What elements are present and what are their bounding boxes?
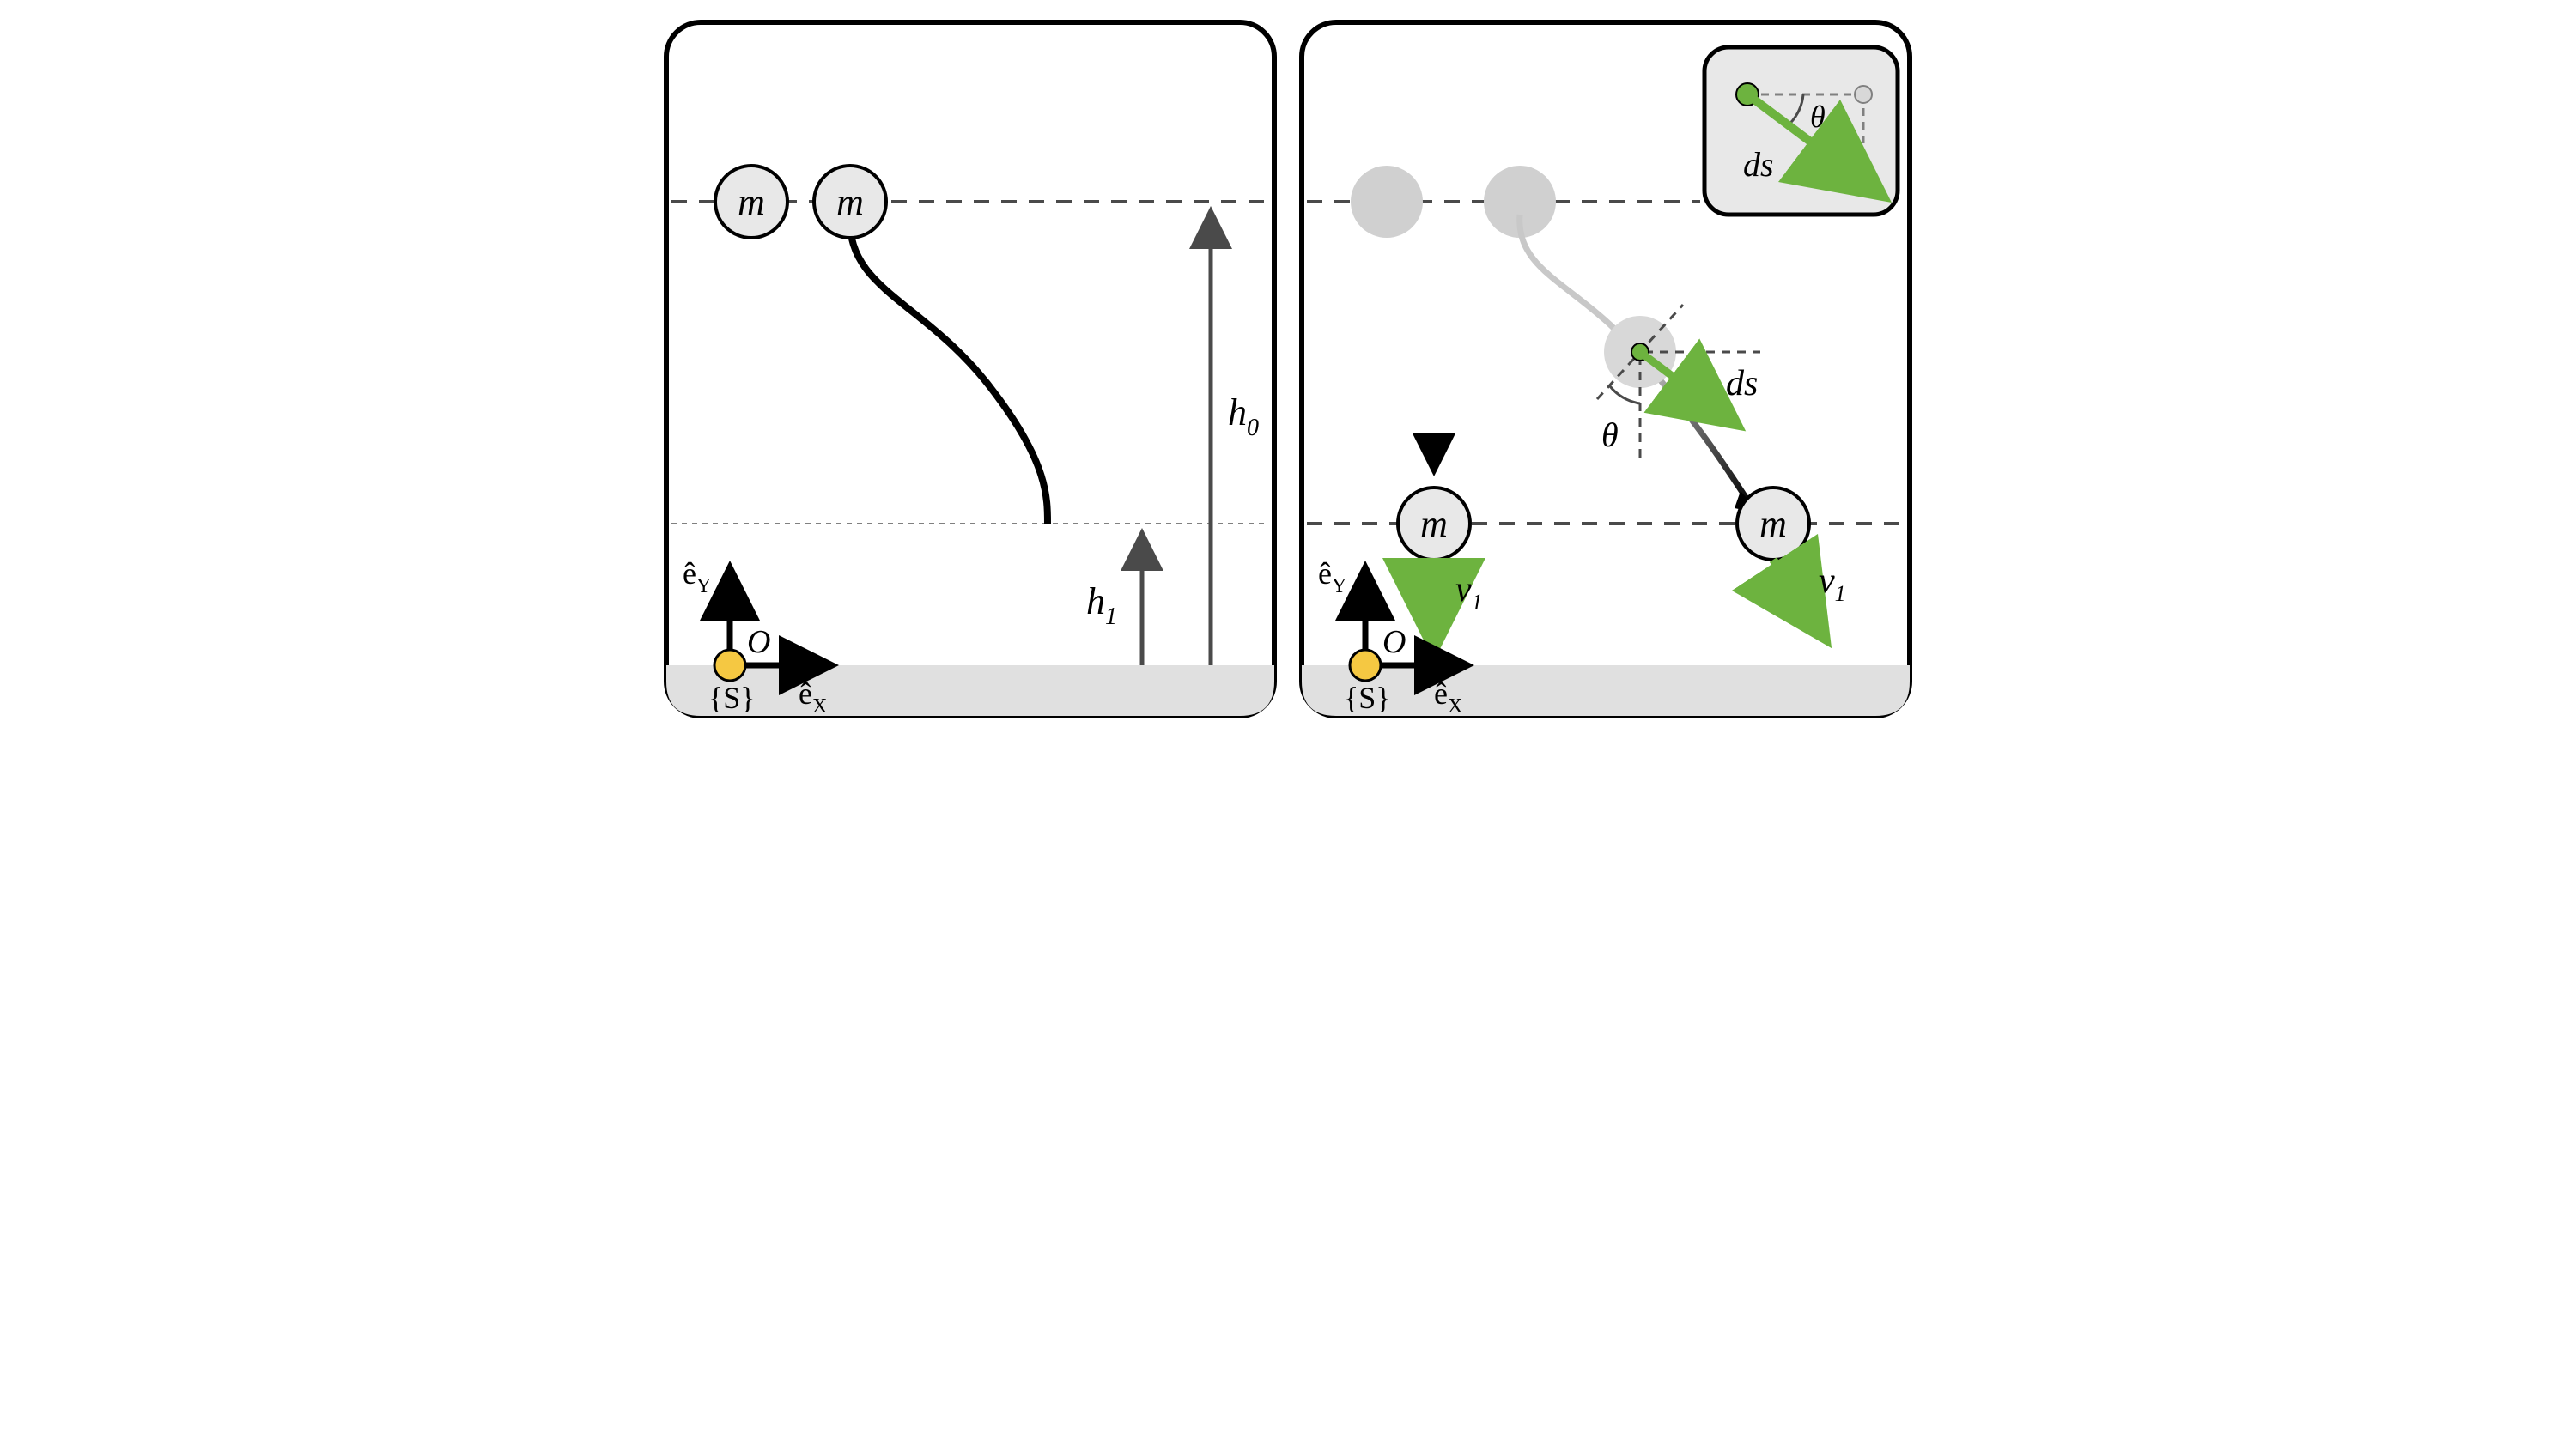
origin-label: O xyxy=(747,624,770,660)
inset-corner-dot-top xyxy=(1855,86,1872,103)
origin-dot xyxy=(714,650,745,681)
panel-border xyxy=(666,22,1274,716)
inset-ds-label: ds xyxy=(1743,145,1774,184)
inset-corner-dot-bottom xyxy=(1855,172,1872,189)
right-panel: θ ds m v1 m v1 θ ds O {S} êY êX xyxy=(1297,17,1915,721)
ds-label-mid: ds xyxy=(1726,364,1758,403)
ground xyxy=(666,665,1274,716)
diagram-container: m m h0 h1 O {S} êY êX xyxy=(17,17,2559,721)
left-panel: m m h0 h1 O {S} êY êX xyxy=(661,17,1279,721)
theta-label-mid: θ xyxy=(1601,415,1619,454)
origin-dot xyxy=(1350,650,1381,681)
frame-label: {S} xyxy=(1344,681,1391,715)
ball-left-label: m xyxy=(738,181,765,223)
ghost-ball-left xyxy=(1351,166,1423,238)
bottom-ball-left-label: m xyxy=(1420,503,1448,545)
frame-label: {S} xyxy=(708,681,756,715)
inset-theta-label: θ xyxy=(1810,100,1826,134)
bottom-ball-right-label: m xyxy=(1759,503,1787,545)
origin-label: O xyxy=(1382,624,1406,660)
ball-right-label: m xyxy=(836,181,864,223)
ground xyxy=(1302,665,1910,716)
